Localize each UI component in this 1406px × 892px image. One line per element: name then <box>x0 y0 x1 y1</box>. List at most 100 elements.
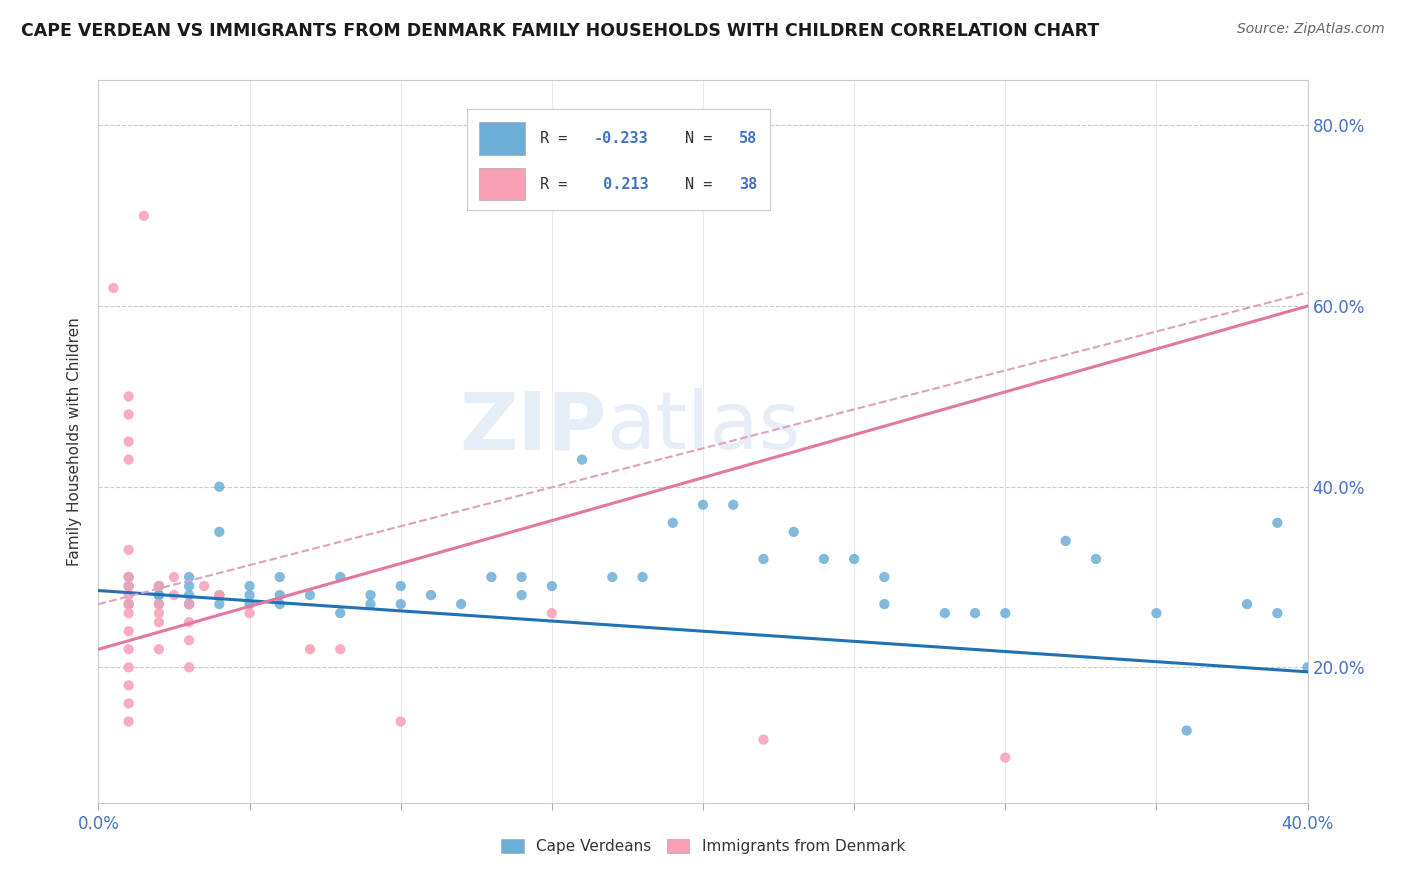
Point <box>631 570 654 584</box>
Point <box>148 588 170 602</box>
Point <box>389 597 412 611</box>
Point <box>299 642 322 657</box>
Legend: Cape Verdeans, Immigrants from Denmark: Cape Verdeans, Immigrants from Denmark <box>495 833 911 860</box>
Point <box>179 615 201 630</box>
Point <box>118 570 141 584</box>
Point <box>148 642 170 657</box>
Point <box>239 597 262 611</box>
Point <box>540 579 562 593</box>
Point <box>1054 533 1077 548</box>
Point <box>723 498 745 512</box>
Text: ZIP: ZIP <box>458 388 606 467</box>
Point <box>118 588 141 602</box>
Point <box>118 542 141 557</box>
Text: atlas: atlas <box>606 388 800 467</box>
Point <box>661 516 683 530</box>
Point <box>118 579 141 593</box>
Point <box>239 588 262 602</box>
Point <box>118 579 141 593</box>
Point <box>118 408 141 422</box>
Point <box>148 597 170 611</box>
Point <box>163 570 186 584</box>
Point <box>965 606 987 620</box>
Point <box>118 389 141 403</box>
Point <box>873 570 896 584</box>
Point <box>148 615 170 630</box>
Point <box>299 588 322 602</box>
Point <box>1267 516 1289 530</box>
Y-axis label: Family Households with Children: Family Households with Children <box>67 318 83 566</box>
Point <box>103 281 125 295</box>
Point <box>602 570 624 584</box>
Point <box>269 597 291 611</box>
Point <box>239 579 262 593</box>
Point <box>148 579 170 593</box>
Point <box>420 588 443 602</box>
Point <box>118 697 141 711</box>
Text: CAPE VERDEAN VS IMMIGRANTS FROM DENMARK FAMILY HOUSEHOLDS WITH CHILDREN CORRELAT: CAPE VERDEAN VS IMMIGRANTS FROM DENMARK … <box>21 22 1099 40</box>
Point <box>813 552 835 566</box>
Point <box>148 588 170 602</box>
Point <box>179 633 201 648</box>
Point <box>269 570 291 584</box>
Point <box>329 570 352 584</box>
Point <box>389 579 412 593</box>
Point <box>179 570 201 584</box>
Point <box>118 714 141 729</box>
Point <box>783 524 806 539</box>
Point <box>208 480 231 494</box>
Point <box>179 597 201 611</box>
Point <box>752 732 775 747</box>
Point <box>208 524 231 539</box>
Point <box>118 570 141 584</box>
Point <box>1236 597 1258 611</box>
Point <box>193 579 215 593</box>
Point <box>148 606 170 620</box>
Point <box>510 570 533 584</box>
Point <box>179 597 201 611</box>
Point <box>329 642 352 657</box>
Point <box>1085 552 1108 566</box>
Text: Source: ZipAtlas.com: Source: ZipAtlas.com <box>1237 22 1385 37</box>
Point <box>118 660 141 674</box>
Point <box>118 606 141 620</box>
Point <box>540 606 562 620</box>
Point <box>118 624 141 639</box>
Point <box>571 452 593 467</box>
Point <box>208 597 231 611</box>
Point <box>1296 660 1319 674</box>
Point <box>179 579 201 593</box>
Point <box>118 597 141 611</box>
Point <box>389 714 412 729</box>
Point <box>239 606 262 620</box>
Point <box>148 597 170 611</box>
Point <box>208 588 231 602</box>
Point <box>118 678 141 692</box>
Point <box>118 452 141 467</box>
Point <box>994 606 1017 620</box>
Point <box>163 588 186 602</box>
Point <box>208 588 231 602</box>
Point <box>329 606 352 620</box>
Point <box>994 750 1017 764</box>
Point <box>179 588 201 602</box>
Point <box>934 606 956 620</box>
Point <box>752 552 775 566</box>
Point <box>1144 606 1167 620</box>
Point <box>269 588 291 602</box>
Point <box>360 597 382 611</box>
Point <box>1267 606 1289 620</box>
Point <box>118 597 141 611</box>
Point <box>510 588 533 602</box>
Point <box>844 552 866 566</box>
Point <box>148 579 170 593</box>
Point <box>1175 723 1198 738</box>
Point <box>132 209 155 223</box>
Point <box>179 660 201 674</box>
Point <box>360 588 382 602</box>
Point <box>450 597 472 611</box>
Point <box>179 597 201 611</box>
Point <box>692 498 714 512</box>
Point <box>481 570 503 584</box>
Point <box>118 642 141 657</box>
